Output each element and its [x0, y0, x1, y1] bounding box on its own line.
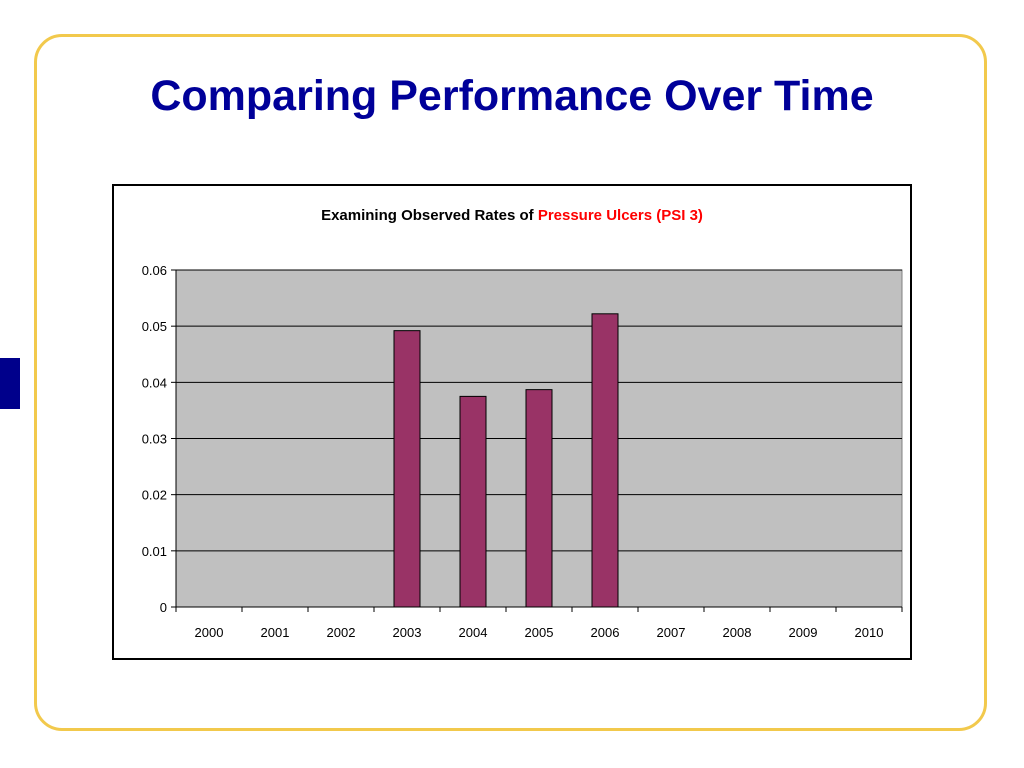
y-tick-label-0.01: 0.01 — [142, 544, 167, 559]
x-tick-label-2008: 2008 — [723, 625, 752, 640]
x-tick-label-2010: 2010 — [855, 625, 884, 640]
bars — [393, 313, 619, 608]
x-tick-label-2004: 2004 — [459, 625, 488, 640]
chart-container: Examining Observed Rates of Pressure Ulc… — [112, 184, 912, 660]
x-tick-label-2003: 2003 — [393, 625, 422, 640]
side-tab-marker — [0, 358, 20, 409]
bar-2003 — [393, 330, 421, 608]
y-tick-label-0.04: 0.04 — [142, 375, 167, 390]
bar-chart: Examining Observed Rates of Pressure Ulc… — [142, 207, 903, 640]
slide-title: Comparing Performance Over Time — [150, 72, 874, 120]
x-tick-label-2002: 2002 — [327, 625, 356, 640]
axes — [171, 269, 903, 612]
y-tick-label-0: 0 — [160, 600, 167, 615]
chart-title-part-1: Pressure Ulcers (PSI 3) — [538, 207, 703, 224]
y-tick-label-0.03: 0.03 — [142, 432, 167, 447]
bar-2005 — [525, 389, 553, 608]
y-tick-labels: 0 0.01 0.02 0.03 0.04 0.05 0.06 — [142, 263, 167, 615]
x-tick-labels: 2000 2001 2002 2003 2004 2005 2006 2007 2008 2009… — [195, 625, 884, 640]
x-tick-label-2006: 2006 — [591, 625, 620, 640]
slide-frame — [34, 34, 987, 731]
x-tick-label-2009: 2009 — [789, 625, 818, 640]
x-tick-label-2005: 2005 — [525, 625, 554, 640]
bar-2004 — [459, 395, 487, 608]
x-tick-label-2001: 2001 — [261, 625, 290, 640]
chart-title-part-0: Examining Observed Rates of — [321, 207, 538, 224]
y-tick-label-0.05: 0.05 — [142, 319, 167, 334]
x-tick-label-2000: 2000 — [195, 625, 224, 640]
bar-2006 — [591, 313, 619, 608]
y-tick-label-0.02: 0.02 — [142, 488, 167, 503]
x-tick-label-2007: 2007 — [657, 625, 686, 640]
y-tick-label-0.06: 0.06 — [142, 263, 167, 278]
chart-title: Examining Observed Rates of Pressure Ulc… — [321, 207, 703, 224]
